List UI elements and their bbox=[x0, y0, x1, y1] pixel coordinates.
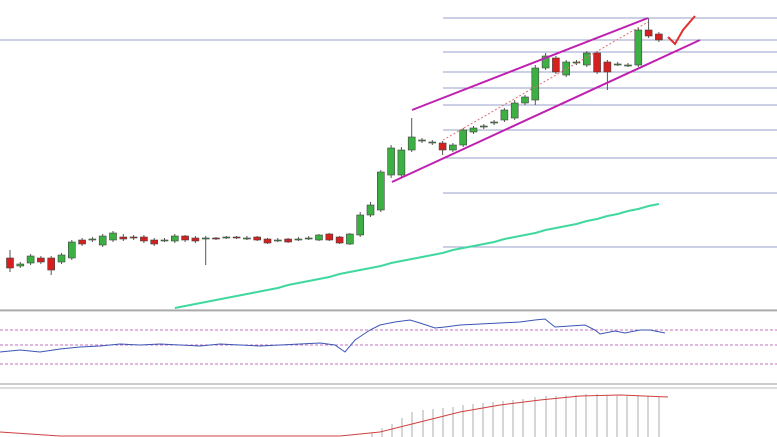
candle-body bbox=[57, 254, 66, 263]
candle-body bbox=[655, 33, 663, 41]
candle-body bbox=[304, 237, 313, 240]
candle-body bbox=[47, 257, 56, 271]
candle-body bbox=[624, 64, 632, 67]
candle-body bbox=[109, 232, 117, 241]
candle-body bbox=[98, 235, 107, 246]
candle-body bbox=[541, 55, 550, 69]
candle-body bbox=[531, 67, 540, 101]
candle-body bbox=[263, 238, 272, 244]
candle-body bbox=[613, 63, 622, 66]
candle-body bbox=[356, 214, 365, 236]
candle-body bbox=[552, 57, 560, 73]
rsi-line bbox=[0, 318, 666, 353]
candle-body bbox=[26, 255, 35, 264]
candle-body bbox=[449, 144, 457, 151]
candle-body bbox=[232, 236, 241, 239]
trend-line bbox=[442, 21, 649, 141]
candle-body bbox=[521, 96, 529, 104]
forecast-arrow bbox=[667, 15, 696, 46]
candle-body bbox=[459, 129, 468, 146]
candle-body bbox=[16, 263, 25, 267]
candle-body bbox=[119, 236, 128, 240]
candle-body bbox=[68, 241, 76, 259]
candle-body bbox=[6, 257, 14, 269]
candle-body bbox=[510, 102, 519, 119]
candle-body bbox=[469, 127, 478, 133]
candle-body bbox=[181, 235, 189, 241]
candle-body bbox=[418, 139, 426, 142]
candle-body bbox=[438, 142, 447, 151]
candle-body bbox=[140, 236, 148, 242]
candle-body bbox=[562, 61, 571, 76]
candle-body bbox=[603, 61, 612, 73]
candle-body bbox=[284, 238, 292, 243]
candle-body bbox=[397, 149, 406, 176]
candle-body bbox=[273, 239, 282, 242]
candle-body bbox=[335, 236, 344, 244]
candle-body bbox=[37, 257, 45, 263]
candle-body bbox=[294, 238, 303, 241]
candle-body bbox=[129, 236, 138, 239]
candle-body bbox=[315, 234, 323, 241]
candle-body bbox=[634, 29, 643, 66]
candle-body bbox=[222, 236, 231, 239]
candle-body bbox=[346, 233, 354, 245]
candle-body bbox=[479, 125, 488, 128]
candle-body bbox=[160, 239, 169, 242]
candle-body bbox=[88, 238, 97, 241]
candle-body bbox=[407, 136, 416, 151]
candle-body bbox=[366, 204, 375, 216]
candle-body bbox=[644, 29, 653, 37]
candle-body bbox=[243, 237, 251, 240]
candle-body bbox=[593, 52, 601, 73]
candle-body bbox=[171, 235, 179, 242]
candle-body bbox=[191, 237, 200, 242]
channel-line bbox=[391, 39, 701, 183]
macd-histogram bbox=[371, 394, 660, 437]
candle-body bbox=[150, 239, 158, 245]
candle-body bbox=[387, 147, 395, 176]
price-panel bbox=[0, 17, 777, 309]
candle-body bbox=[376, 171, 385, 211]
candle-body bbox=[490, 121, 498, 124]
candle-body bbox=[500, 109, 509, 121]
channel-line bbox=[411, 17, 649, 111]
candle-body bbox=[428, 141, 437, 144]
candle-body bbox=[582, 52, 591, 66]
candle-body bbox=[325, 233, 334, 241]
candle-body bbox=[201, 237, 210, 240]
moving-average bbox=[174, 203, 660, 309]
candle-body bbox=[212, 237, 220, 240]
candle-body bbox=[572, 61, 581, 64]
macd-signal bbox=[0, 394, 669, 437]
candle-body bbox=[78, 239, 86, 245]
candle-body bbox=[253, 236, 261, 241]
